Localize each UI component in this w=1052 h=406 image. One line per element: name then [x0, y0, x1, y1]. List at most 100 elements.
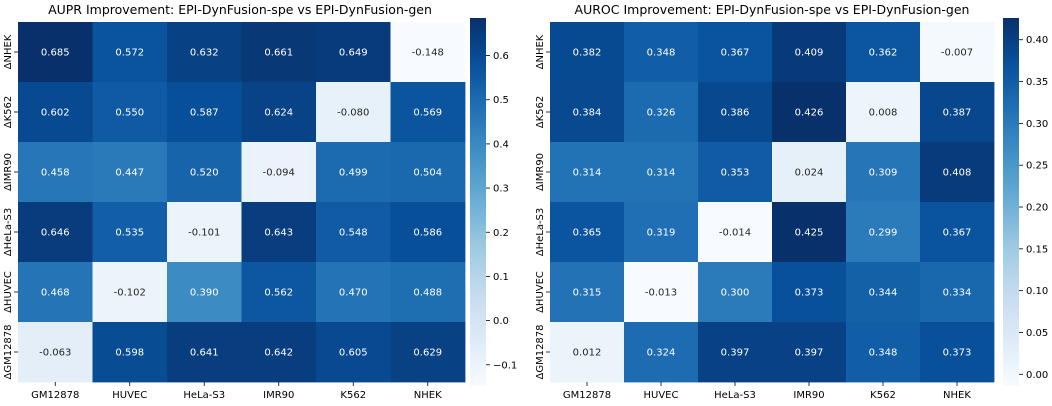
heatmap-cell	[92, 82, 168, 143]
cell-value-label: 0.367	[943, 228, 972, 239]
heatmap-cell	[390, 322, 466, 383]
heatmap-cell	[167, 262, 242, 323]
heatmap-cell	[624, 322, 699, 383]
cell-value-label: 0.643	[264, 228, 293, 239]
heatmap-cell	[241, 262, 317, 323]
cell-value-label: 0.649	[339, 48, 368, 59]
cell-value-label: 0.642	[264, 348, 293, 359]
x-tick-label: IMR90	[793, 390, 824, 401]
cell-value-label: 0.569	[413, 108, 442, 119]
cell-value-label: 0.397	[795, 348, 824, 359]
cell-value-label: -0.014	[719, 228, 751, 239]
cell-value-label: 0.550	[115, 108, 144, 119]
cell-value-label: 0.373	[795, 288, 824, 299]
x-tick-label: K562	[870, 390, 896, 401]
cell-value-label: -0.148	[412, 48, 444, 59]
cell-value-label: 0.629	[413, 348, 442, 359]
x-tick-label: GM12878	[31, 390, 79, 401]
colorbar-tick-label: 0.5	[493, 95, 509, 106]
cell-value-label: 0.326	[647, 108, 676, 119]
heatmap-cell	[18, 202, 93, 263]
cell-value-label: 0.387	[943, 108, 972, 119]
heatmap-cell	[698, 202, 773, 263]
heatmap-cell	[316, 262, 391, 323]
heatmap-cell	[550, 202, 625, 263]
x-tick-label: HeLa-S3	[183, 390, 225, 401]
x-tick-label: HeLa-S3	[714, 390, 756, 401]
cell-value-label: 0.012	[573, 348, 602, 359]
heatmap-cell	[846, 322, 921, 383]
x-tick-label: NHEK	[943, 390, 971, 401]
heatmap-cell	[698, 262, 773, 323]
heatmap-cell	[241, 142, 317, 203]
heatmap-cell	[92, 22, 168, 83]
cell-value-label: 0.390	[190, 288, 219, 299]
cell-value-label: 0.373	[943, 348, 972, 359]
cell-value-label: 0.641	[190, 348, 219, 359]
heatmap-cell	[920, 142, 995, 203]
cell-value-label: 0.367	[721, 48, 750, 59]
cell-value-label: -0.063	[39, 348, 71, 359]
y-tick-label: ΔK562	[3, 96, 14, 129]
x-tick-label: HUVEC	[644, 390, 679, 401]
heatmap-cell	[390, 82, 466, 143]
heatmap-cell	[316, 22, 391, 83]
chart-title: AUROC Improvement: EPI-DynFusion-spe vs …	[575, 2, 970, 17]
heatmap-cell	[624, 22, 699, 83]
cell-value-label: 0.024	[795, 168, 824, 179]
cell-value-label: 0.488	[413, 288, 442, 299]
heatmap-cell	[550, 82, 625, 143]
cell-value-label: 0.309	[869, 168, 898, 179]
heatmap-cell	[390, 262, 466, 323]
y-tick-label: ΔIMR90	[535, 153, 546, 191]
cell-value-label: 0.646	[41, 228, 70, 239]
heatmap-cell	[390, 22, 466, 83]
x-tick-label: HUVEC	[112, 390, 147, 401]
heatmap-cell	[624, 82, 699, 143]
heatmap-cell	[624, 142, 699, 203]
heatmap-cell	[772, 262, 847, 323]
cell-value-label: 0.632	[190, 48, 219, 59]
heatmap-cell	[846, 22, 921, 83]
cell-value-label: 0.008	[869, 108, 898, 119]
cell-value-label: 0.409	[795, 48, 824, 59]
chart-title: AUPR Improvement: EPI-DynFusion-spe vs E…	[48, 2, 432, 17]
cell-value-label: 0.408	[943, 168, 972, 179]
cell-value-label: 0.458	[41, 168, 70, 179]
cell-value-label: -0.013	[645, 288, 677, 299]
colorbar-tick-label: 0.2	[493, 228, 509, 239]
colorbar-tick-label: 0.6	[493, 51, 509, 62]
colorbar-tick-label: 0.30	[1026, 119, 1048, 130]
y-tick-label: ΔIMR90	[3, 153, 14, 191]
cell-value-label: 0.562	[264, 288, 293, 299]
cell-value-label: 0.384	[573, 108, 602, 119]
heatmap-cell	[624, 262, 699, 323]
heatmap-cell	[92, 322, 168, 383]
heatmap-cell	[698, 322, 773, 383]
cell-value-label: 0.386	[721, 108, 750, 119]
cell-value-label: -0.007	[941, 48, 973, 59]
heatmap-cell	[241, 22, 317, 83]
cell-value-label: -0.102	[114, 288, 146, 299]
colorbar-tick-label: −0.1	[493, 360, 517, 371]
colorbar-tick-label: 0.10	[1026, 286, 1048, 297]
heatmap-cell	[550, 22, 625, 83]
heatmap-cell	[772, 82, 847, 143]
heatmap-cell	[772, 142, 847, 203]
heatmap-cell	[920, 322, 995, 383]
heatmap-cell	[846, 262, 921, 323]
colorbar	[1003, 18, 1019, 386]
heatmap-cell	[18, 262, 93, 323]
heatmap-cell	[624, 202, 699, 263]
heatmap-cell	[167, 142, 242, 203]
cell-value-label: 0.468	[41, 288, 70, 299]
heatmap-cell	[18, 322, 93, 383]
cell-value-label: 0.365	[573, 228, 602, 239]
cell-value-label: 0.315	[573, 288, 602, 299]
cell-value-label: 0.661	[264, 48, 293, 59]
y-tick-label: ΔGM12878	[3, 324, 14, 379]
heatmap-cell	[920, 22, 995, 83]
cell-value-label: 0.586	[413, 228, 442, 239]
heatmap-cell	[550, 262, 625, 323]
cell-value-label: 0.504	[413, 168, 442, 179]
